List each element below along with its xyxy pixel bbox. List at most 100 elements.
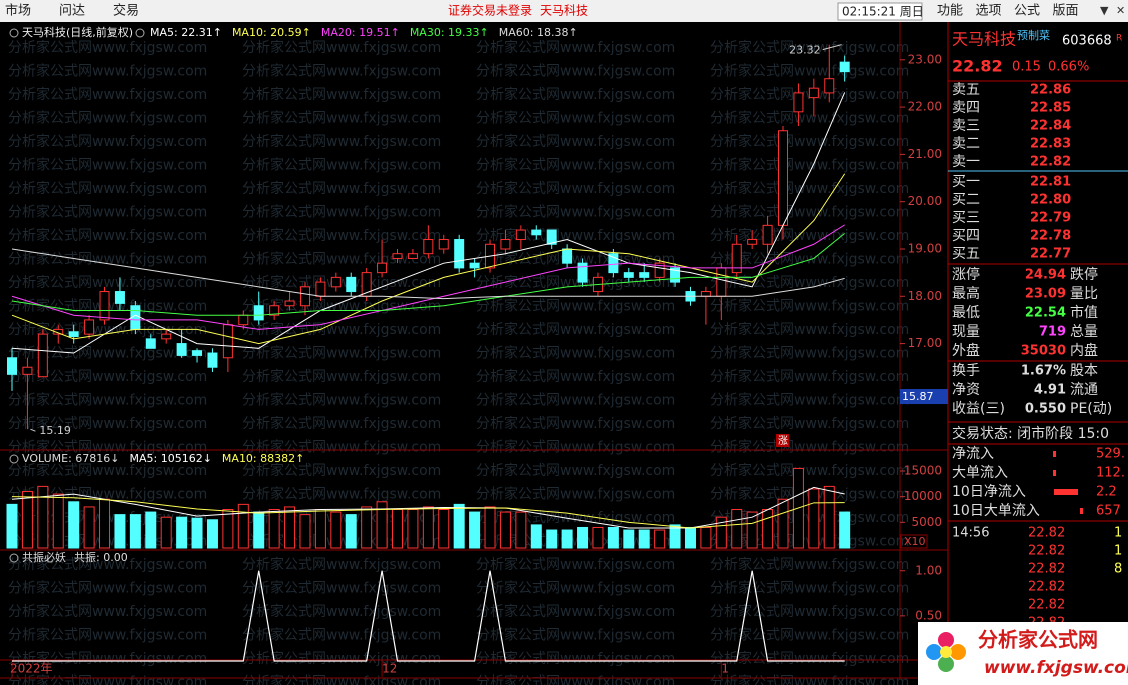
stat-label: 现量: [952, 324, 980, 340]
volume-bar: [684, 526, 696, 549]
volume-bar: [592, 526, 604, 549]
date-label: 1: [721, 662, 729, 676]
candle-body: [284, 300, 295, 307]
menu-item[interactable]: 公式: [1014, 4, 1040, 19]
watermark: 分析家公式网www.fxjgsw.com: [710, 345, 909, 362]
stat-value: 0.550: [1025, 402, 1066, 417]
logo: 分析家公式网 www.fxjgsw.com: [918, 622, 1128, 685]
candle-body: [68, 331, 79, 337]
watermark: 分析家公式网www.fxjgsw.com: [710, 180, 909, 197]
watermark: 分析家公式网www.fxjgsw.com: [710, 321, 909, 338]
annotation-arrow: [822, 44, 842, 51]
order-label: 卖一: [952, 154, 980, 170]
watermark: 分析家公式网www.fxjgsw.com: [710, 298, 909, 315]
volume-bar: [607, 526, 619, 549]
order-label: 买三: [952, 210, 980, 226]
stat-label: 换手: [952, 362, 980, 379]
watermark: 分析家公式网www.fxjgsw.com: [710, 415, 909, 432]
watermark: 分析家公式网www.fxjgsw.com: [242, 368, 441, 385]
candle-body: [377, 262, 388, 274]
ma-line: [11, 224, 845, 330]
date-label: 12: [382, 662, 397, 676]
volume-bar: [715, 516, 727, 549]
order-price: 22.77: [1030, 247, 1071, 262]
tick-price: 22.82: [1028, 562, 1065, 577]
watermark: 分析家公式网www.fxjgsw.com: [8, 274, 207, 291]
legend-entry: MA30: 19.33↑: [410, 26, 489, 39]
candle-body: [37, 333, 48, 378]
volume-bar: [160, 516, 172, 549]
watermark: 分析家公式网www.fxjgsw.com: [8, 133, 207, 150]
legend-icon[interactable]: [135, 28, 145, 38]
legend-icon[interactable]: [9, 454, 19, 464]
stat-label: 总量: [1070, 324, 1098, 340]
volume-bar: [268, 508, 280, 549]
watermark: 分析家公式网www.fxjgsw.com: [242, 157, 441, 174]
menu-arrow[interactable]: ▼: [1100, 4, 1109, 17]
menu-item[interactable]: 选项: [976, 4, 1002, 19]
candle-body: [670, 267, 681, 283]
candle-body: [731, 243, 742, 274]
volume-bar: [361, 506, 373, 549]
chart-icon: [9, 28, 19, 38]
y-tick-label: 18.00: [908, 289, 942, 303]
last-price: 22.82: [952, 57, 1003, 76]
ma-line: [11, 486, 845, 529]
order-price: 22.80: [1030, 193, 1071, 208]
watermark: 分析家公式网www.fxjgsw.com: [710, 439, 909, 456]
volume-bar: [191, 517, 203, 549]
volume-bar: [222, 508, 234, 549]
menu-close[interactable]: ✕: [1116, 4, 1125, 17]
stat-label: 最低: [952, 305, 980, 321]
menu-item[interactable]: 市场: [5, 3, 31, 19]
stat-label: 市值: [1070, 304, 1098, 321]
watermark: 分析家公式网www.fxjgsw.com: [476, 204, 675, 221]
watermark: 分析家公式网www.fxjgsw.com: [8, 627, 207, 644]
annotation-label: 15.19: [39, 424, 71, 437]
stat-value: 1.67%: [1021, 364, 1066, 379]
watermark: 分析家公式网www.fxjgsw.com: [8, 368, 207, 385]
y-tick-label: 0.50: [915, 608, 942, 622]
watermark: 分析家公式网www.fxjgsw.com: [476, 63, 675, 80]
watermark: 分析家公式网www.fxjgsw.com: [8, 650, 207, 667]
candle-body: [161, 333, 172, 340]
watermark: 分析家公式网www.fxjgsw.com: [242, 204, 441, 221]
watermark: 分析家公式网www.fxjgsw.com: [710, 204, 909, 221]
volume-bar: [823, 485, 835, 549]
y-tick-label: 5000: [911, 515, 942, 529]
watermark: 分析家公式网www.fxjgsw.com: [476, 392, 675, 409]
watermark: 分析家公式网www.fxjgsw.com: [710, 133, 909, 150]
watermark: 分析家公式网www.fxjgsw.com: [242, 345, 441, 362]
volume-bar: [654, 529, 666, 549]
legend-icon[interactable]: [9, 553, 19, 563]
change-pct: 0.66%: [1048, 60, 1089, 75]
flow-label: 10日净流入: [952, 484, 1026, 500]
menu-item[interactable]: 问达: [59, 4, 85, 19]
watermark: 分析家公式网www.fxjgsw.com: [8, 580, 207, 597]
stat-label: 股本: [1070, 363, 1098, 379]
menu-item[interactable]: 功能: [937, 4, 963, 19]
watermark: 分析家公式网www.fxjgsw.com: [242, 251, 441, 268]
volume-bar: [392, 508, 403, 549]
ma-line: [11, 232, 845, 316]
watermark: 分析家公式网www.fxjgsw.com: [476, 157, 675, 174]
petal: [950, 644, 966, 660]
y-tick-label: 20.00: [908, 194, 942, 208]
watermark: 分析家公式网www.fxjgsw.com: [710, 227, 909, 244]
menu-item[interactable]: 版面: [1053, 4, 1079, 19]
volume-bar: [314, 508, 326, 549]
stat-label: 涨停: [952, 266, 980, 283]
candle-body: [392, 253, 403, 259]
y-tick-label: 17.00: [908, 336, 942, 350]
candle-body: [423, 239, 434, 255]
watermark: 分析家公式网www.fxjgsw.com: [476, 439, 675, 456]
volume-bar: [422, 506, 434, 549]
logo-title: 分析家公式网: [978, 628, 1098, 652]
legend-entry: 共振: 0.00: [74, 550, 128, 564]
menu-item[interactable]: 交易: [113, 3, 139, 19]
watermark: 分析家公式网www.fxjgsw.com: [710, 39, 909, 56]
volume-bar: [762, 508, 774, 549]
candle-body: [253, 305, 264, 321]
flow-value: 529.: [1096, 447, 1125, 462]
